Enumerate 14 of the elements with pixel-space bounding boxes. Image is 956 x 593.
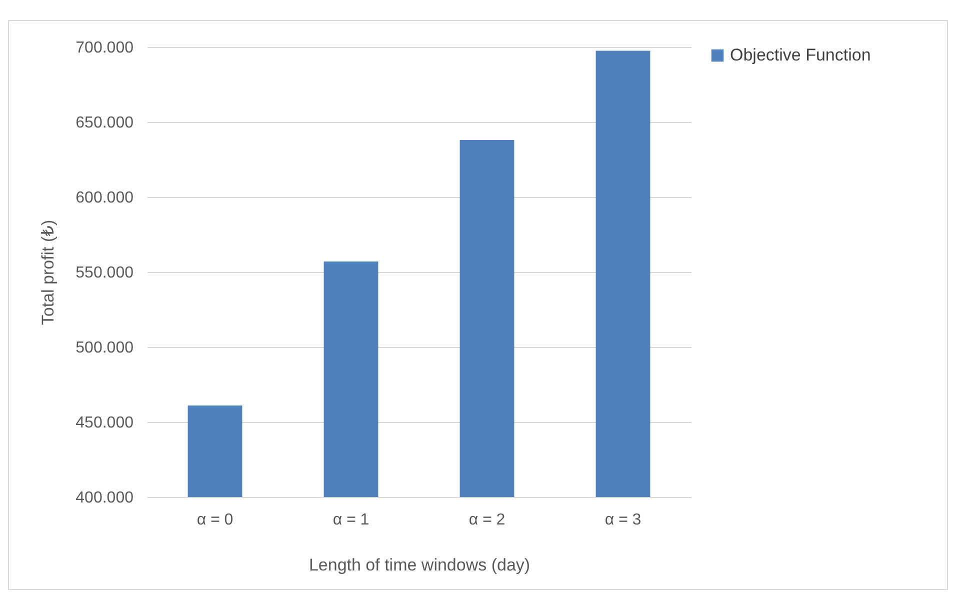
y-tick-label: 600.000 [76, 190, 134, 206]
y-tick-label: 700.000 [76, 40, 134, 56]
legend-label: Objective Function [730, 46, 871, 64]
x-tick-label: α = 3 [604, 512, 642, 528]
y-tick-label: 550.000 [76, 264, 134, 282]
x-tick-label: α = 0 [196, 512, 234, 528]
x-tick-label: α = 2 [468, 512, 506, 528]
x-tick-label: α = 1 [332, 512, 370, 528]
y-axis-title: Total profit (₺) [38, 220, 58, 326]
y-tick-label: 450.000 [76, 414, 134, 432]
x-axis-title: Length of time windows (day) [308, 556, 530, 574]
y-tick-label: 500.000 [76, 340, 134, 356]
y-tick-label: 650.000 [76, 114, 134, 132]
y-tick-label: 400.000 [76, 490, 134, 506]
